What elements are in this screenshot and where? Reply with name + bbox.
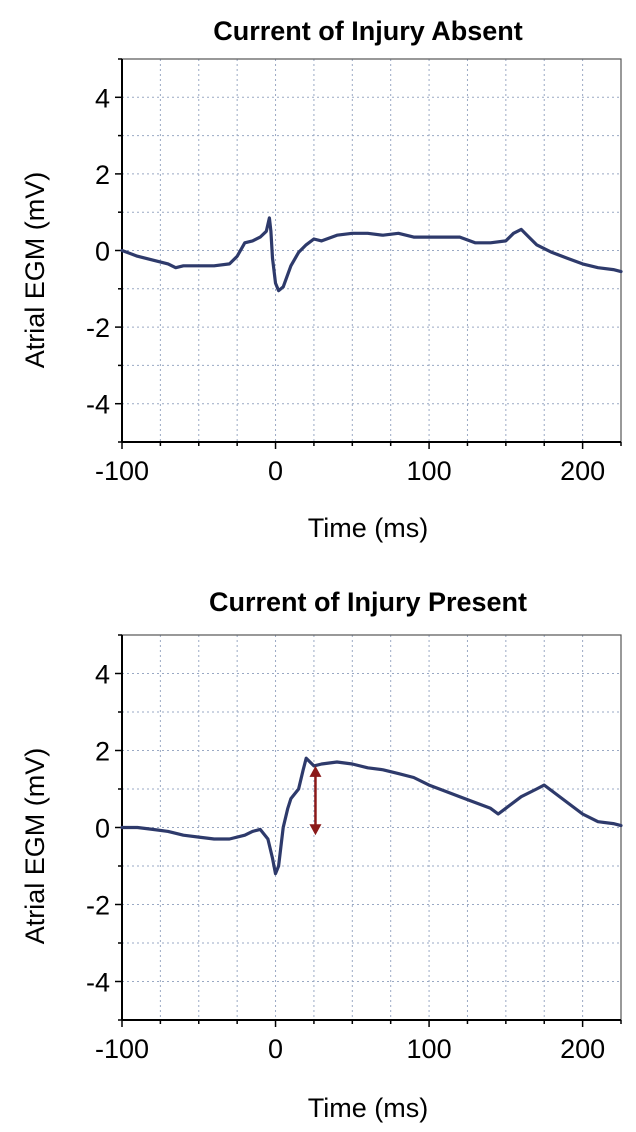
arrow-head-down xyxy=(309,824,322,836)
chart-current-of-injury-present: Current of Injury Present 4 2 0 -2 -4 -1… xyxy=(20,587,623,1123)
x-tick-label: 200 xyxy=(560,456,605,486)
y-tick-label: 4 xyxy=(95,660,110,690)
x-axis-label: Time (ms) xyxy=(308,513,428,543)
y-tick-label: 2 xyxy=(95,737,110,767)
y-tick-label: 0 xyxy=(95,814,110,844)
y-tick-label: -4 xyxy=(86,968,110,998)
chart-title: Current of Injury Present xyxy=(209,587,527,617)
axes-frame xyxy=(121,634,622,1021)
y-tick-labels: 4 2 0 -2 -4 xyxy=(86,660,110,998)
x-tick-labels: -100 0 100 200 xyxy=(95,456,605,486)
y-tick-label: -4 xyxy=(86,390,110,420)
arrow-head-up xyxy=(309,765,322,777)
x-tick-label: 100 xyxy=(407,1034,452,1064)
y-tick-label: -2 xyxy=(86,313,110,343)
x-tick-label: 0 xyxy=(268,456,283,486)
y-tick-labels: 4 2 0 -2 -4 xyxy=(86,83,110,419)
chart-current-of-injury-absent: Current of Injury Absent 4 2 0 -2 -4 -10… xyxy=(20,16,623,543)
plot-area: 4 2 0 -2 -4 -100 0 100 200 xyxy=(86,634,623,1064)
y-tick-label: 0 xyxy=(95,237,110,267)
gridlines xyxy=(122,635,621,1020)
tick-marks xyxy=(115,58,622,449)
y-axis-label: Atrial EGM (mV) xyxy=(20,748,50,945)
x-axis-label: Time (ms) xyxy=(308,1093,428,1123)
x-tick-label: 200 xyxy=(560,1034,605,1064)
egm-trace xyxy=(120,216,623,293)
y-tick-label: 2 xyxy=(95,160,110,190)
y-axis-label: Atrial EGM (mV) xyxy=(20,172,50,369)
chart-title: Current of Injury Absent xyxy=(213,16,523,46)
plot-area: 4 2 0 -2 -4 -100 0 100 200 xyxy=(86,58,623,486)
y-tick-label: 4 xyxy=(95,83,110,113)
x-tick-label: -100 xyxy=(95,456,149,486)
egm-trace xyxy=(120,756,623,876)
gridlines xyxy=(122,59,621,442)
x-tick-labels: -100 0 100 200 xyxy=(95,1034,605,1064)
x-tick-label: 100 xyxy=(407,456,452,486)
current-of-injury-arrow xyxy=(309,765,322,836)
y-tick-label: -2 xyxy=(86,891,110,921)
tick-marks xyxy=(115,634,622,1027)
x-tick-label: -100 xyxy=(95,1034,149,1064)
x-tick-label: 0 xyxy=(268,1034,283,1064)
